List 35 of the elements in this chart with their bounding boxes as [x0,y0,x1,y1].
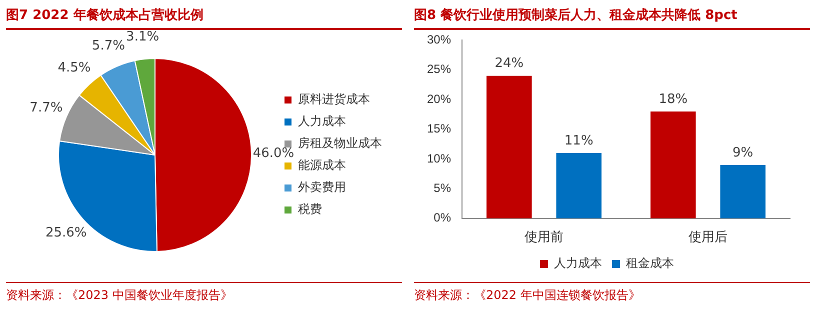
chart-title: 图7 2022 年餐饮成本占营收比例 [6,4,402,30]
chart-title: 图8 餐饮行业使用预制菜后人力、租金成本共降低 8pct [414,4,810,30]
data-label: 18% [658,92,688,107]
data-label: 7.7% [30,100,63,116]
text: 资料来源：《2022 年中国连锁餐饮报告》 [414,282,810,304]
y-tick-label: 20% [426,92,452,106]
y-tick-label: 25% [426,62,452,76]
bar [486,76,532,218]
y-tick-label: 0% [434,210,452,225]
y-tick-label: 5% [434,181,452,196]
y-tick-label: 30% [426,32,452,47]
legend-label: 人力成本 [298,114,346,128]
legend-label: 能源成本 [298,158,346,172]
data-label: 25.6% [45,226,87,241]
data-label: 5.7% [92,38,125,54]
data-label: 11% [564,133,594,148]
legend-label: 原料进货成本 [298,92,370,106]
y-tick-label: 10% [426,151,452,166]
legend-label: 外卖费用 [298,180,346,194]
bar [650,111,696,218]
legend-label: 房租及物业成本 [298,136,382,150]
data-label: 46.0% [252,146,294,162]
text: 资料来源：《2023 中国餐饮业年度报告》 [6,282,402,304]
x-tick-label: 使用后 [688,228,728,244]
data-label: 24% [494,56,524,72]
data-label: 4.5% [58,60,91,76]
bar [720,164,766,218]
bar [556,153,602,218]
data-label: 9% [732,145,754,160]
x-tick-label: 使用前 [524,228,564,244]
legend-label: 租金成本 [626,256,674,270]
legend-label: 税费 [298,202,322,216]
data-label: 3.1% [126,30,160,45]
legend-label: 人力成本 [554,256,602,270]
y-tick-label: 15% [426,122,452,136]
